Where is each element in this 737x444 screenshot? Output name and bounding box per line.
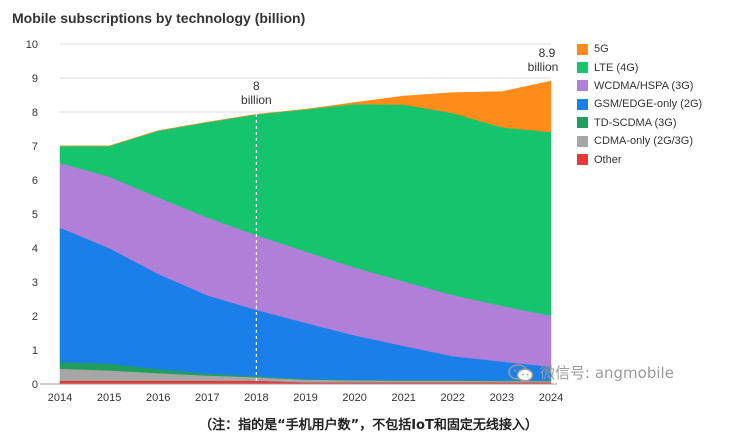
area-5g — [60, 80, 552, 147]
legend-label: 5G — [594, 43, 609, 56]
x-tick-label: 2016 — [146, 392, 170, 404]
legend-swatch — [577, 135, 588, 147]
y-tick-label: 2 — [32, 311, 38, 323]
legend-swatch — [577, 80, 588, 92]
x-tick-label: 2023 — [490, 392, 514, 404]
wechat-icon — [508, 363, 534, 382]
x-tick-label: 2021 — [391, 392, 415, 404]
legend-label: Other — [594, 153, 622, 166]
legend-item: 5G — [577, 40, 702, 58]
legend-swatch — [577, 98, 588, 110]
legend-item: Other — [577, 150, 702, 168]
legend-label: LTE (4G) — [594, 61, 639, 74]
x-tick-label: 2020 — [342, 392, 366, 404]
chart-title: Mobile subscriptions by technology (bill… — [12, 10, 306, 26]
legend-item: TD-SCDMA (3G) — [577, 114, 702, 132]
y-tick-label: 7 — [32, 141, 38, 153]
y-tick-label: 1 — [32, 345, 38, 357]
legend-swatch — [577, 117, 588, 129]
x-tick-label: 2018 — [244, 392, 268, 404]
legend-swatch — [577, 62, 588, 74]
legend: 5G LTE (4G) WCDMA/HSPA (3G) GSM/EDGE-only (… — [577, 40, 702, 169]
y-tick-label: 6 — [32, 175, 38, 187]
legend-swatch — [577, 154, 588, 166]
axes: 0 1 2 3 4 5 6 7 8 9 10 2014 2015 2016 2017 2018 2019 2020… — [26, 39, 563, 404]
y-tick-label: 10 — [26, 39, 38, 51]
annotation-value: 8 — [253, 79, 260, 93]
y-tick-label: 3 — [32, 277, 38, 289]
legend-label: GSM/EDGE-only (2G) — [594, 98, 703, 111]
legend-swatch — [577, 43, 588, 55]
y-tick-label: 4 — [32, 243, 38, 255]
legend-item: LTE (4G) — [577, 58, 702, 76]
legend-label: CDMA-only (2G/3G) — [594, 135, 694, 148]
y-tick-label: 9 — [32, 73, 38, 85]
watermark-text: 微信号: angmobile — [540, 364, 674, 382]
x-tick-label: 2017 — [195, 392, 219, 404]
x-tick-label: 2022 — [441, 392, 465, 404]
legend-item: CDMA-only (2G/3G) — [577, 132, 702, 150]
annotation-value: 8.9 — [539, 46, 556, 60]
y-tick-label: 0 — [32, 379, 38, 391]
watermark: 微信号: angmobile — [508, 362, 674, 383]
x-tick-label: 2014 — [48, 392, 72, 404]
annotation-unit: billion — [528, 60, 559, 74]
area-series — [59, 80, 552, 385]
legend-item: GSM/EDGE-only (2G) — [577, 95, 702, 113]
x-tick-label: 2015 — [97, 392, 121, 404]
caption: （注：指的是“手机用户数”，不包括IoT和固定无线接入） — [199, 418, 538, 433]
y-tick-label: 5 — [32, 209, 38, 221]
y-tick-label: 8 — [32, 107, 38, 119]
legend-label: TD-SCDMA (3G) — [594, 116, 677, 129]
legend-item: WCDMA/HSPA (3G) — [577, 77, 702, 95]
legend-label: WCDMA/HSPA (3G) — [594, 79, 694, 92]
x-tick-label: 2019 — [293, 392, 317, 404]
annotation-unit: billion — [241, 93, 272, 107]
x-tick-label: 2024 — [539, 392, 563, 404]
